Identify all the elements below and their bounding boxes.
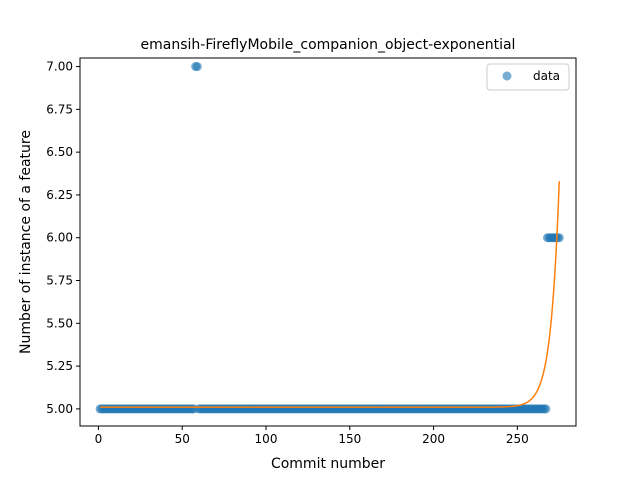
y-tick-label: 5.00 xyxy=(46,402,73,416)
legend-marker-data xyxy=(502,71,512,81)
plot-area xyxy=(95,62,564,414)
plot-frame xyxy=(79,57,577,427)
y-tick-label: 7.00 xyxy=(46,60,73,74)
y-tick-label: 6.75 xyxy=(46,102,73,116)
legend-label-data: data xyxy=(533,69,560,83)
y-axis-label: Number of instance of a feature xyxy=(18,130,34,354)
y-tick-label: 5.75 xyxy=(46,274,73,288)
axis-ticks: 0 50 100 150 200 250 5.00 5.25 5.50 5.75 6.00 6.25 6… xyxy=(46,60,529,446)
y-tick-label: 6.00 xyxy=(46,231,73,245)
legend-box xyxy=(486,63,570,91)
chart-title: emansih-FireflyMobile_companion_object-e… xyxy=(141,37,516,53)
x-tick-label: 50 xyxy=(175,432,190,446)
y-tick-label: 6.25 xyxy=(46,188,73,202)
y-tick-label: 5.50 xyxy=(46,316,73,330)
data-point xyxy=(541,404,551,414)
x-tick-label: 150 xyxy=(338,432,361,446)
x-tick-label: 200 xyxy=(422,432,445,446)
legend: data xyxy=(486,63,570,91)
fit-line xyxy=(100,181,560,408)
x-tick-label: 250 xyxy=(506,432,529,446)
x-axis-label: Commit number xyxy=(271,456,385,472)
data-point xyxy=(192,62,202,72)
y-tick-label: 5.25 xyxy=(46,359,73,373)
x-tick-label: 100 xyxy=(255,432,278,446)
y-tick-label: 6.50 xyxy=(46,145,73,159)
x-tick-label: 0 xyxy=(95,432,103,446)
